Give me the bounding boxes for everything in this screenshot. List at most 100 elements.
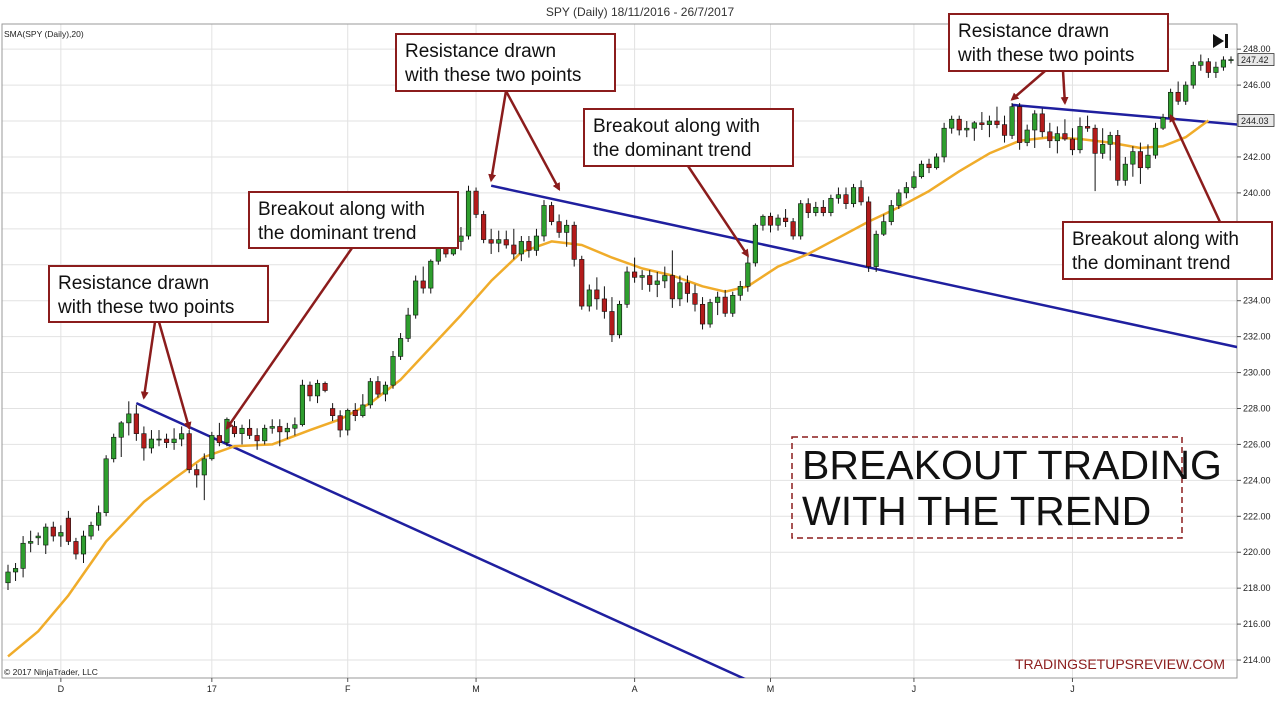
candle (367, 377, 373, 409)
candle (873, 230, 879, 272)
y-tick-label: 242.00 (1243, 152, 1271, 162)
candle (1047, 122, 1053, 148)
candle-body (971, 122, 977, 129)
annotation-text: the dominant trend (258, 223, 416, 244)
candle-body (262, 427, 268, 442)
candle-body (148, 438, 155, 449)
candle (503, 230, 509, 249)
y-tick-label: 214.00 (1243, 655, 1271, 665)
annotation: Resistance drawn with these two points (48, 265, 269, 431)
candle (337, 410, 343, 438)
candle-body (511, 244, 517, 255)
candle-body (465, 190, 472, 237)
annotation-text: with these two points (57, 297, 234, 318)
scroll-to-end-icon[interactable] (1213, 34, 1228, 48)
candle (148, 430, 155, 454)
annotation-text: Resistance drawn (405, 41, 556, 62)
candle-body (1130, 151, 1136, 165)
candle (760, 214, 766, 231)
candles (5, 54, 1234, 590)
candle (896, 189, 902, 210)
candle (1145, 144, 1151, 170)
candle (850, 183, 857, 208)
candle (511, 228, 517, 260)
candle-body (284, 427, 290, 433)
candle (1198, 54, 1204, 71)
last-price-marker: 247.42 (1237, 53, 1275, 66)
annotation-arrow (140, 321, 157, 400)
annotation-arrow (225, 247, 354, 430)
candle-body (926, 163, 932, 169)
candle-body (96, 512, 102, 526)
candle-body (934, 156, 940, 169)
candle (413, 275, 419, 319)
candle (548, 201, 555, 226)
candle-body (20, 542, 26, 569)
candle-body (43, 526, 49, 546)
candle (1183, 81, 1189, 105)
candle (564, 219, 570, 247)
candle-body (805, 203, 811, 213)
candle (262, 424, 268, 445)
candle (43, 523, 49, 555)
candle (783, 209, 789, 228)
candle (126, 401, 132, 436)
candle (579, 255, 585, 310)
candle-body (979, 122, 985, 125)
candle (20, 536, 26, 578)
candle (881, 214, 887, 237)
candle (1122, 156, 1128, 186)
candle-body (375, 381, 381, 395)
candle-body (699, 303, 706, 325)
annotation-arrow (1010, 70, 1046, 101)
candle (918, 160, 925, 179)
candle (58, 525, 64, 547)
candle-body (662, 275, 668, 282)
annotation-text: Breakout along with (258, 199, 425, 220)
candle-body (201, 458, 207, 476)
annotation-text: Resistance drawn (58, 273, 209, 294)
candle (1213, 61, 1219, 78)
candle (737, 280, 743, 301)
candle-body (428, 260, 434, 289)
candle-body (1160, 117, 1166, 129)
candle (299, 379, 305, 427)
candle (50, 521, 56, 542)
candle-body (737, 286, 743, 296)
candle (473, 187, 479, 219)
candle (632, 257, 638, 283)
candle (1077, 117, 1083, 154)
candle (624, 266, 630, 308)
candle (979, 112, 985, 131)
x-axis: D 17 F M A M J J (58, 678, 1075, 694)
candle (858, 180, 864, 206)
candle-body (503, 239, 509, 246)
candle-body (556, 221, 562, 233)
candle-body (609, 311, 615, 336)
candle-body (722, 296, 728, 314)
y-tick-label: 240.00 (1243, 188, 1271, 198)
x-tick-label: M (767, 684, 775, 694)
candle-body (1100, 144, 1106, 154)
candle-body (616, 303, 623, 336)
candle-body (813, 206, 819, 213)
candle (330, 403, 336, 422)
candle-body (579, 259, 585, 307)
candle-body (35, 535, 41, 539)
annotation-text: Resistance drawn (958, 21, 1109, 42)
candle-body (903, 187, 909, 194)
candle (179, 426, 185, 447)
candle-body (163, 438, 170, 443)
candle-body (783, 217, 789, 222)
candle-body (1213, 66, 1219, 73)
candle-body (994, 120, 1000, 125)
candle (692, 284, 698, 312)
candle-body (269, 426, 275, 429)
candle-body (745, 262, 751, 287)
candle-body (1001, 124, 1008, 136)
candle (307, 381, 313, 402)
y-tick-label: 232.00 (1243, 332, 1271, 342)
candle (118, 421, 124, 458)
trendline (135, 401, 746, 678)
